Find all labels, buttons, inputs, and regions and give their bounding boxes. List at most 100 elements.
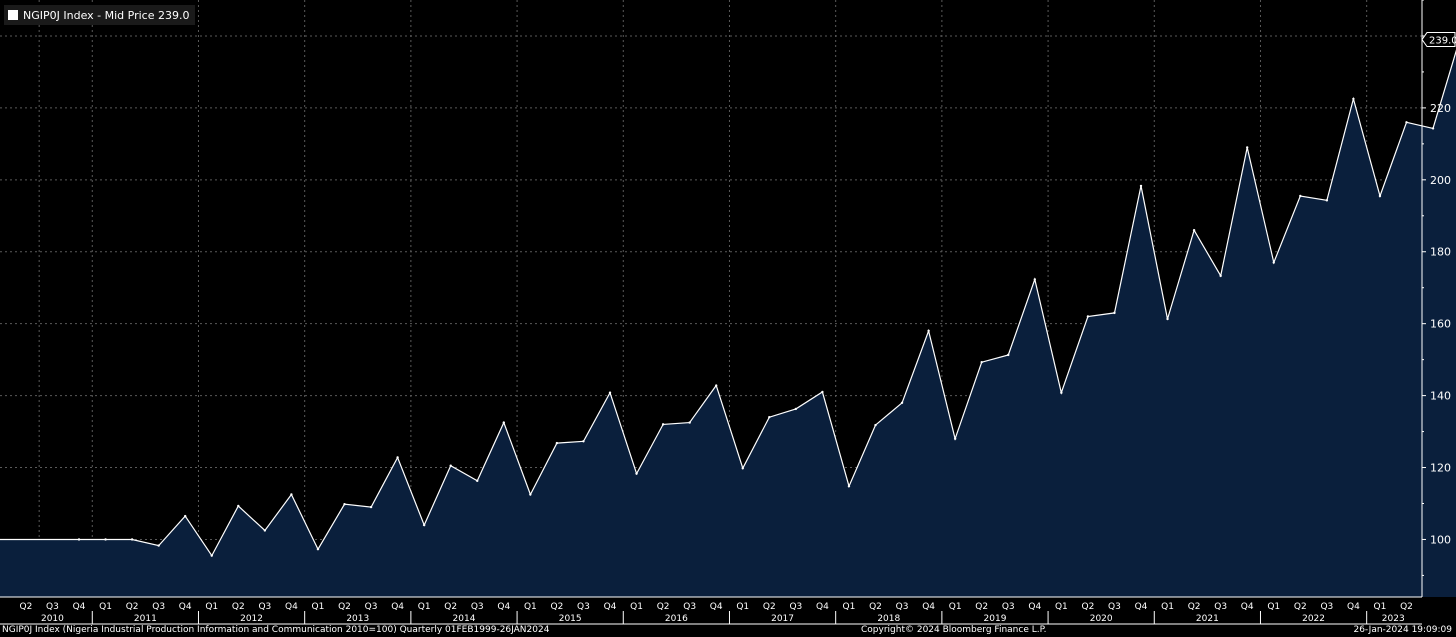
y-axis-labels: 100 120 140 160 180 200 220 239.0 bbox=[1421, 32, 1456, 546]
data-point bbox=[635, 472, 638, 475]
data-point bbox=[953, 437, 957, 440]
data-point bbox=[104, 538, 107, 541]
x-quarter-label: Q1 bbox=[843, 602, 856, 612]
data-point bbox=[1086, 315, 1090, 318]
data-point bbox=[768, 415, 771, 419]
x-quarter-label: Q2 bbox=[1081, 602, 1094, 612]
data-point bbox=[184, 514, 187, 518]
x-quarter-label: Q2 bbox=[232, 602, 245, 612]
x-quarter-label: Q3 bbox=[1320, 602, 1333, 612]
x-quarter-label: Q2 bbox=[975, 602, 988, 612]
x-quarter-label: Q3 bbox=[1108, 602, 1121, 612]
footer-timestamp: 26-Jan-2024 19:09:09 bbox=[1353, 625, 1452, 635]
data-point bbox=[1325, 199, 1329, 202]
x-quarter-label: Q1 bbox=[99, 602, 112, 612]
x-quarter-label: Q4 bbox=[179, 602, 192, 612]
y-tick-label: 160 bbox=[1430, 318, 1451, 331]
data-point bbox=[1033, 278, 1037, 281]
x-quarter-label: Q4 bbox=[710, 602, 723, 612]
data-point bbox=[396, 456, 399, 459]
x-quarter-label: Q3 bbox=[577, 602, 590, 612]
data-point bbox=[900, 401, 904, 404]
data-point bbox=[476, 479, 479, 483]
data-point bbox=[1113, 311, 1116, 315]
x-year-label: 2019 bbox=[984, 614, 1007, 624]
legend-swatch bbox=[8, 10, 18, 20]
x-quarter-label: Q3 bbox=[896, 602, 909, 612]
plot-area bbox=[0, 49, 1456, 597]
data-point bbox=[1272, 261, 1275, 264]
data-point bbox=[874, 423, 877, 427]
data-point bbox=[1405, 121, 1408, 124]
x-quarter-label: Q1 bbox=[1267, 602, 1280, 612]
x-year-label: 2021 bbox=[1196, 614, 1219, 624]
x-quarter-label: Q2 bbox=[869, 602, 882, 612]
data-point bbox=[1246, 146, 1249, 149]
legend-label: NGIP0J Index - Mid Price 239.0 bbox=[23, 8, 190, 22]
last-value-box bbox=[1421, 32, 1456, 48]
data-point bbox=[343, 503, 346, 506]
data-point bbox=[980, 360, 983, 364]
data-point bbox=[847, 485, 851, 488]
x-quarter-label: Q3 bbox=[152, 602, 165, 612]
x-quarter-label: Q1 bbox=[312, 602, 325, 612]
x-quarter-label: Q2 bbox=[1400, 602, 1413, 612]
x-quarter-label: Q1 bbox=[524, 602, 537, 612]
data-point bbox=[237, 504, 240, 508]
data-point bbox=[582, 440, 585, 443]
x-quarter-label: Q4 bbox=[73, 602, 86, 612]
x-quarter-label: Q2 bbox=[763, 602, 776, 612]
footer-description: NGIP0J Index (Nigeria Industrial Product… bbox=[2, 625, 550, 635]
data-point bbox=[1431, 127, 1435, 130]
x-year-label: 2012 bbox=[240, 614, 263, 624]
x-year-label: 2015 bbox=[559, 614, 582, 624]
x-axis-labels: Q2 Q3 Q4 Q1 Q2 Q3 Q4 Q1 Q2 Q3 Q4 Q1 Q2 Q3 Q4 Q1 Q2 Q3 Q4 Q1… bbox=[19, 602, 1412, 624]
data-point bbox=[715, 384, 718, 387]
x-quarter-label: Q4 bbox=[497, 602, 510, 612]
x-quarter-label: Q1 bbox=[205, 602, 218, 612]
data-point bbox=[688, 421, 691, 424]
data-point bbox=[502, 421, 505, 424]
x-quarter-label: Q1 bbox=[418, 602, 431, 612]
data-point bbox=[927, 329, 930, 333]
x-quarter-label: Q4 bbox=[1028, 602, 1041, 612]
y-tick-label: 140 bbox=[1430, 390, 1451, 403]
data-point bbox=[157, 544, 160, 547]
x-quarter-label: Q4 bbox=[604, 602, 617, 612]
x-year-label: 2010 bbox=[41, 614, 64, 624]
x-quarter-label: Q1 bbox=[736, 602, 749, 612]
series-area bbox=[0, 51, 1456, 597]
data-point bbox=[1219, 274, 1222, 278]
x-quarter-label: Q1 bbox=[1055, 602, 1068, 612]
x-quarter-label: Q2 bbox=[338, 602, 351, 612]
data-point bbox=[529, 493, 532, 496]
x-year-label: 2018 bbox=[877, 614, 900, 624]
data-point bbox=[422, 523, 426, 527]
x-quarter-label: Q3 bbox=[258, 602, 271, 612]
x-quarter-label: Q4 bbox=[1347, 602, 1360, 612]
x-year-label: 2022 bbox=[1302, 614, 1325, 624]
data-point bbox=[1139, 184, 1143, 188]
data-point bbox=[263, 529, 267, 532]
x-year-label: 2014 bbox=[453, 614, 476, 624]
x-year-label: 2016 bbox=[665, 614, 688, 624]
x-year-label: 2011 bbox=[134, 614, 157, 624]
data-point bbox=[369, 505, 373, 509]
data-point bbox=[130, 538, 134, 541]
data-point bbox=[1007, 353, 1010, 357]
series-line bbox=[0, 49, 1456, 557]
last-value-label: 239.0 bbox=[1429, 36, 1456, 47]
footer-copyright: Copyright© 2024 Bloomberg Finance L.P. bbox=[861, 625, 1047, 635]
x-quarter-label: Q3 bbox=[683, 602, 696, 612]
y-tick-label: 200 bbox=[1430, 174, 1451, 187]
x-quarter-label: Q4 bbox=[1241, 602, 1254, 612]
x-quarter-label: Q4 bbox=[1135, 602, 1148, 612]
data-point bbox=[741, 467, 744, 470]
x-quarter-label: Q3 bbox=[1002, 602, 1015, 612]
x-quarter-label: Q3 bbox=[365, 602, 378, 612]
x-quarter-label: Q2 bbox=[550, 602, 563, 612]
data-point bbox=[821, 390, 824, 394]
data-point bbox=[316, 547, 320, 551]
data-point bbox=[1299, 194, 1302, 198]
